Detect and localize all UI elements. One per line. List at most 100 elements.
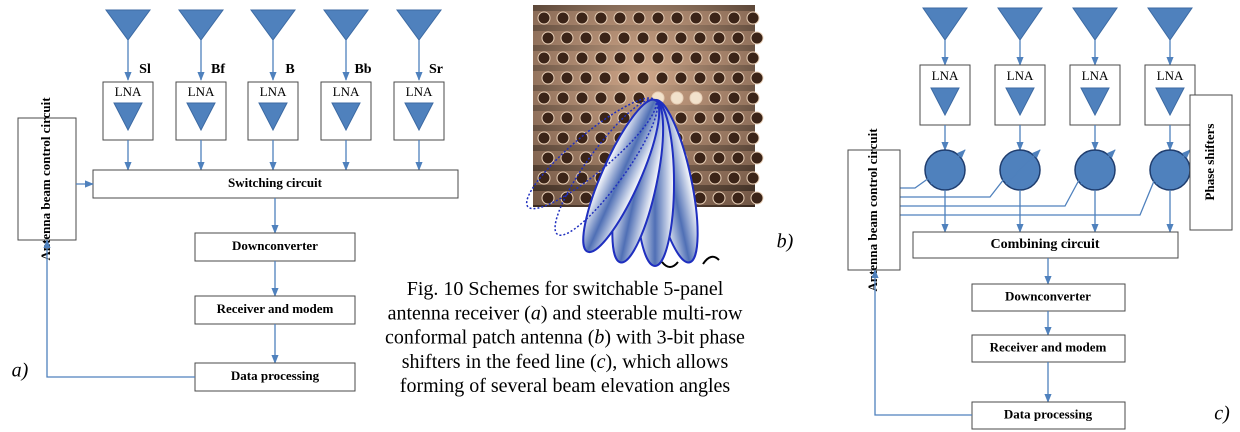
patch (747, 52, 759, 64)
patch (633, 12, 645, 24)
label: LNA (1007, 68, 1034, 83)
patch (675, 32, 687, 44)
antenna-icon (1148, 8, 1192, 40)
label: Data processing (1004, 406, 1093, 421)
patch (732, 32, 744, 44)
caption-line: Fig. 10 Schemes for switchable 5-panel (407, 278, 724, 300)
patch (538, 132, 550, 144)
caption-text: a (531, 302, 541, 324)
patch (557, 92, 569, 104)
patch (713, 192, 725, 204)
patch (618, 72, 630, 84)
patch (576, 172, 588, 184)
label: Sr (429, 62, 443, 77)
caption-text: shifters in the feed line ( (402, 350, 597, 372)
caption-line: conformal patch antenna (b) with 3-bit p… (385, 326, 745, 348)
antenna-icon (324, 10, 368, 40)
patch (542, 72, 554, 84)
patch (561, 32, 573, 44)
patch (709, 172, 721, 184)
patch (599, 112, 611, 124)
patch (671, 12, 683, 24)
label: LNA (1082, 68, 1109, 83)
connector (875, 270, 972, 415)
label: Sl (139, 62, 151, 77)
label: Bb (354, 62, 371, 77)
patch (576, 12, 588, 24)
label: LNA (333, 84, 360, 99)
patch (709, 12, 721, 24)
label: Receiver and modem (990, 339, 1107, 354)
patch (599, 32, 611, 44)
label: Bf (211, 62, 225, 77)
patch (542, 112, 554, 124)
antenna-icon (106, 10, 150, 40)
patch (614, 12, 626, 24)
caption-text: ) and steerable multi-row (541, 302, 743, 324)
patch (561, 72, 573, 84)
patch (652, 52, 664, 64)
caption-text: Fig. 10 Schemes for switchable 5-panel (407, 278, 724, 300)
patch (751, 192, 763, 204)
label: Antenna beam control circuit (38, 97, 53, 261)
patch (580, 32, 592, 44)
caption-line: antenna receiver (a) and steerable multi… (388, 302, 743, 324)
patch (747, 92, 759, 104)
patch (713, 152, 725, 164)
patch (557, 132, 569, 144)
patch (542, 152, 554, 164)
patch (728, 52, 740, 64)
antenna-icon (998, 8, 1042, 40)
label: LNA (260, 84, 287, 99)
patch (747, 132, 759, 144)
patch (580, 112, 592, 124)
label: b) (777, 231, 794, 253)
patch (713, 32, 725, 44)
patch (538, 92, 550, 104)
antenna-icon (397, 10, 441, 40)
patch (671, 52, 683, 64)
patch (732, 72, 744, 84)
patch (538, 52, 550, 64)
patch (732, 112, 744, 124)
label: Combining circuit (990, 237, 1099, 252)
caption-text: ) with 3-bit phase (604, 326, 745, 348)
patch (538, 12, 550, 24)
label: Phase shifters (1202, 124, 1217, 201)
antenna-icon (251, 10, 295, 40)
patch (599, 72, 611, 84)
patch (694, 112, 706, 124)
patch (633, 92, 645, 104)
caption-text: forming of several beam elevation angles (400, 375, 731, 397)
patch (690, 92, 702, 104)
patch (728, 12, 740, 24)
patch (633, 52, 645, 64)
label: LNA (1157, 68, 1184, 83)
patch (690, 52, 702, 64)
patch (709, 52, 721, 64)
patch (652, 12, 664, 24)
patch (690, 12, 702, 24)
label: a) (12, 360, 29, 382)
patch (671, 92, 683, 104)
label: LNA (932, 68, 959, 83)
patch (728, 92, 740, 104)
caption-text: b (594, 326, 604, 348)
patch (709, 132, 721, 144)
patch (675, 112, 687, 124)
patch (656, 32, 668, 44)
antenna-icon (1073, 8, 1117, 40)
caption-text: c (597, 350, 606, 372)
rotation-arrow (662, 262, 678, 267)
patch (713, 72, 725, 84)
patch (614, 52, 626, 64)
patch (557, 12, 569, 24)
patch (732, 152, 744, 164)
caption-line: shifters in the feed line (c), which all… (402, 350, 729, 372)
patch (732, 192, 744, 204)
patch (580, 72, 592, 84)
patch (595, 52, 607, 64)
patch (728, 172, 740, 184)
patch (542, 32, 554, 44)
patch (561, 112, 573, 124)
